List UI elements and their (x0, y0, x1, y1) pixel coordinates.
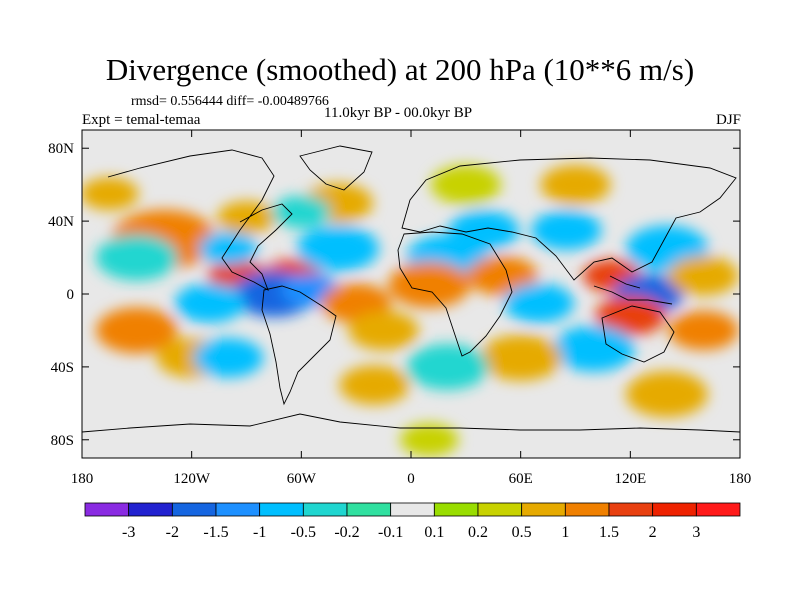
colorbar-swatch-4 (259, 502, 304, 517)
anomaly-region-21 (503, 283, 575, 323)
anomaly-region-19 (388, 261, 471, 308)
colorbar-label-8: 0.2 (468, 524, 488, 541)
anomaly-region-20 (467, 256, 538, 296)
colorbar-label-9: 0.5 (512, 524, 532, 541)
anomaly-region-30 (668, 256, 739, 296)
colorbar-swatch-6 (346, 502, 392, 517)
colorbar-label-12: 2 (649, 524, 657, 541)
anomaly-region-35 (339, 365, 410, 405)
colorbar-swatch-5 (302, 502, 348, 517)
colorbar-swatch-2 (171, 502, 217, 517)
coast-europe-asia (401, 157, 737, 281)
colorbar-swatch-8 (433, 502, 479, 517)
colorbar-swatch-12 (608, 502, 654, 517)
coast-north-america (107, 149, 293, 292)
anomaly-region-31 (668, 310, 739, 351)
anomaly-region-1 (217, 201, 276, 234)
y-axis: 80N 40N 0 40S 80S (48, 141, 740, 449)
anomaly-region-10 (95, 307, 178, 354)
coast-australia (601, 305, 675, 363)
colorbar-labels: -3 -2 -1.5 -1 -0.5 -0.2 -0.1 0.1 0.2 0.5 1 1.5 2 3 (122, 524, 700, 541)
anomaly-region-37 (400, 423, 459, 457)
anomaly-region-8 (95, 234, 178, 281)
x-tick-label-3: 0 (407, 471, 415, 487)
colorbar-swatch-10 (521, 502, 566, 517)
colorbar-label-11: 1.5 (599, 524, 619, 541)
coast-greenland (299, 145, 373, 191)
colorbar-label-3: -1 (253, 524, 266, 541)
y-tick-label-1: 40N (48, 214, 74, 230)
anomaly-region-32 (552, 325, 635, 372)
anomaly-region-23 (430, 164, 501, 205)
colorbar-label-4: -0.5 (291, 524, 316, 541)
colorbar-swatch-14 (695, 502, 741, 517)
y-tick-label-0: 80N (48, 141, 74, 157)
colorbar-swatch-0 (84, 502, 130, 517)
colorbar-label-1: -2 (166, 524, 179, 541)
colorbar-swatch-3 (215, 502, 261, 517)
colorbar-swatch-9 (477, 502, 523, 517)
colorbar-swatch-11 (564, 502, 610, 517)
y-tick-label-3: 40S (51, 360, 74, 376)
anomaly-region-36 (625, 371, 708, 418)
colorbar-swatch-1 (128, 502, 173, 517)
colorbar-swatch-7 (390, 502, 435, 517)
anomaly-region-7 (174, 283, 246, 323)
period-label: 11.0kyr BP - 00.0kyr BP (324, 105, 473, 121)
y-tick-label-2: 0 (67, 287, 75, 303)
colorbar (84, 502, 741, 517)
coast-antarctica (82, 413, 740, 433)
chart-title: Divergence (smoothed) at 200 hPa (10**6 … (105, 52, 695, 87)
colorbar-swatch-13 (652, 502, 697, 517)
x-tick-label-4: 60E (509, 471, 533, 487)
coast-south-america (261, 285, 337, 406)
anomaly-region-17 (272, 195, 331, 229)
divergence-field (82, 164, 739, 457)
x-axis: 180 120W 60W 0 60E 120E 180 (71, 130, 752, 487)
colorbar-label-13: 3 (692, 524, 700, 541)
coast-indonesia (593, 275, 673, 305)
anomaly-region-24 (540, 164, 611, 205)
experiment-label: Expt = temal-temaa (82, 112, 201, 128)
x-tick-label-1: 120W (173, 471, 211, 487)
anomaly-region-29 (595, 296, 666, 336)
stats-label: rmsd= 0.556444 diff= -0.00489766 (131, 94, 329, 109)
colorbar-label-7: 0.1 (424, 524, 444, 541)
anomaly-region-12 (193, 338, 264, 378)
anomaly-region-15 (296, 225, 379, 272)
anomaly-region-34 (406, 343, 489, 390)
colorbar-label-2: -1.5 (203, 524, 228, 541)
colorbar-label-0: -3 (122, 524, 135, 541)
y-tick-label-4: 80S (51, 433, 74, 449)
x-tick-label-0: 180 (71, 471, 94, 487)
coast-africa (397, 231, 513, 357)
anomaly-region-33 (479, 334, 562, 381)
anomaly-region-25 (531, 210, 602, 250)
colorbar-label-10: 1 (561, 524, 569, 541)
colorbar-label-6: -0.1 (378, 524, 403, 541)
x-tick-label-5: 120E (614, 471, 646, 487)
x-tick-label-2: 60W (287, 471, 317, 487)
anomaly-region-22 (449, 210, 520, 250)
x-tick-label-6: 180 (729, 471, 752, 487)
season-label: DJF (715, 112, 741, 128)
colorbar-label-5: -0.2 (334, 524, 359, 541)
anomaly-region-2 (82, 177, 139, 211)
anomaly-region-14 (348, 310, 419, 351)
coastlines (82, 145, 740, 433)
